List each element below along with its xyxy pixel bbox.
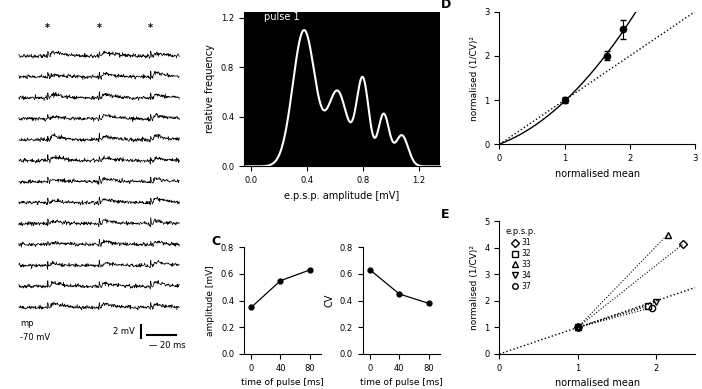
- Text: pulse 2: pulse 2: [390, 102, 426, 111]
- Legend: 31, 32, 33, 34, 37: 31, 32, 33, 34, 37: [503, 225, 538, 293]
- Text: *: *: [45, 23, 51, 33]
- Text: — 20 ms: — 20 ms: [149, 341, 185, 350]
- Text: E: E: [441, 208, 449, 221]
- Y-axis label: amplitude [mV]: amplitude [mV]: [206, 265, 216, 336]
- Text: D: D: [441, 0, 451, 11]
- X-axis label: normalised mean: normalised mean: [555, 378, 640, 388]
- X-axis label: normalised mean: normalised mean: [555, 168, 640, 179]
- Y-axis label: normalised (1/CV)²: normalised (1/CV)²: [470, 245, 479, 330]
- Text: *: *: [148, 23, 153, 33]
- Text: pulse 1: pulse 1: [263, 12, 299, 22]
- Text: -70 mV: -70 mV: [20, 333, 51, 342]
- Text: C: C: [212, 235, 221, 247]
- Y-axis label: normalised (1/CV)²: normalised (1/CV)²: [470, 35, 479, 121]
- X-axis label: e.p.s.p. amplitude [mV]: e.p.s.p. amplitude [mV]: [284, 191, 399, 201]
- Text: mp: mp: [20, 319, 34, 328]
- X-axis label: time of pulse [ms]: time of pulse [ms]: [360, 378, 442, 387]
- Text: 2 mV: 2 mV: [112, 327, 134, 336]
- X-axis label: time of pulse [ms]: time of pulse [ms]: [241, 378, 324, 387]
- Text: *: *: [97, 23, 102, 33]
- Y-axis label: relative frequency: relative frequency: [206, 45, 216, 133]
- Y-axis label: CV: CV: [324, 294, 334, 307]
